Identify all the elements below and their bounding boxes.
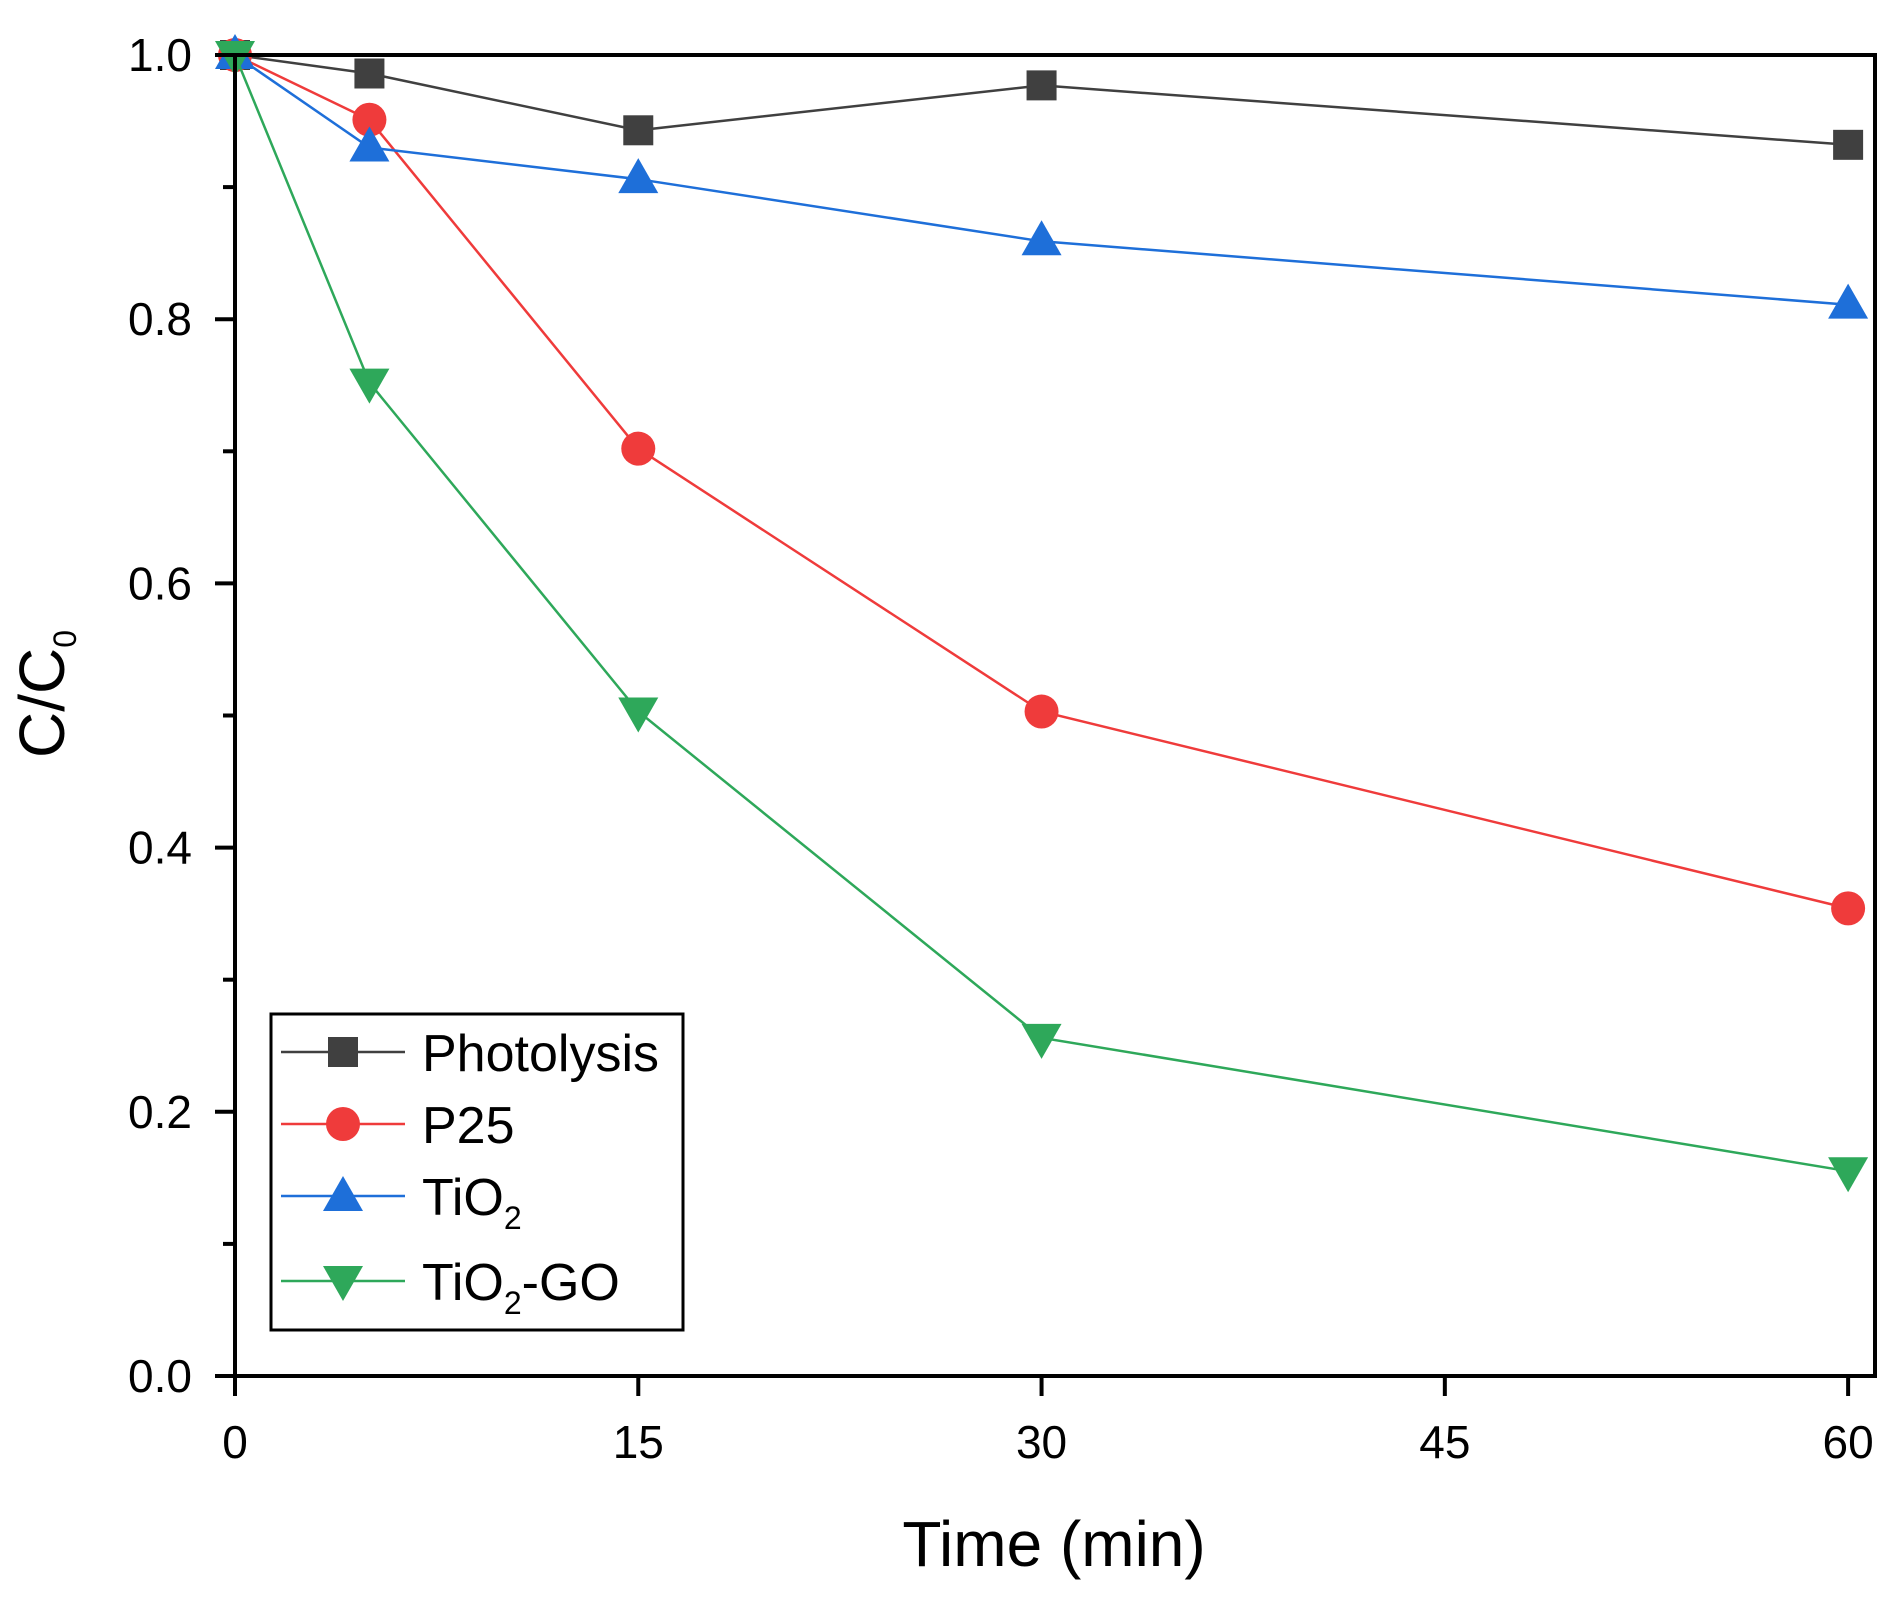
series-line-p25 [234, 53, 1849, 910]
data-point [349, 368, 390, 404]
y-axis-title: C/C0 [6, 630, 83, 758]
data-point [352, 102, 387, 137]
data-point [618, 158, 659, 194]
y-axis-title-subscript: 0 [47, 630, 83, 648]
legend-label-tio2-go-suffix: -GO [522, 1254, 620, 1312]
x-tick-label: 45 [1419, 1416, 1470, 1468]
y-tick-label: 0.2 [128, 1086, 192, 1138]
data-point [618, 697, 659, 733]
legend-label-tio2-go-main: TiO [422, 1254, 504, 1312]
y-tick-label: 1.0 [128, 29, 192, 81]
x-tick-label: 60 [1823, 1416, 1874, 1468]
legend-marker-triangle-down [323, 1266, 363, 1301]
data-point [349, 126, 390, 162]
data-point [1828, 283, 1869, 319]
data-point [1828, 1157, 1869, 1193]
legend-marker-square [328, 1037, 358, 1067]
data-point [1024, 694, 1059, 729]
x-axis-title: Time (min) [902, 1508, 1205, 1580]
data-point [623, 115, 654, 146]
data-point [1021, 1023, 1062, 1059]
data-point [1021, 220, 1062, 256]
legend-label-tio2-go-subscript: 2 [504, 1285, 522, 1321]
legend-item-tio2: TiO2 [281, 1169, 522, 1236]
series-photolysis [220, 40, 1864, 160]
legend-label-p25-main: P25 [422, 1097, 515, 1155]
legend-marker-circle [326, 1107, 360, 1141]
legend-label-photolysis: Photolysis [422, 1025, 659, 1083]
x-tick-label: 15 [613, 1416, 664, 1468]
y-tick-label: 0.8 [128, 293, 192, 345]
legend-label-tio2: TiO2 [422, 1169, 522, 1236]
legend-label-photolysis-main: Photolysis [422, 1025, 659, 1083]
data-point [354, 58, 385, 89]
legend-marker-triangle-up [323, 1176, 363, 1211]
plot-layer [215, 34, 1869, 1193]
data-point [1831, 891, 1866, 926]
y-tick-label: 0.6 [128, 557, 192, 609]
x-tick-label: 0 [222, 1416, 248, 1468]
legend-label-tio2-go: TiO2-GO [422, 1254, 620, 1321]
legend-item-photolysis: Photolysis [281, 1025, 659, 1083]
x-tick-label: 30 [1016, 1416, 1067, 1468]
y-axis-title-main: C/C [6, 648, 78, 758]
legend: Photolysis P25 TiO2 TiO2-GO [269, 1012, 685, 1332]
legend-item-tio2-go: TiO2-GO [281, 1254, 620, 1321]
series-p25 [218, 38, 1866, 926]
legend-item-p25: P25 [281, 1097, 515, 1155]
y-tick-label: 0.0 [128, 1350, 192, 1402]
legend-label-p25: P25 [422, 1097, 515, 1155]
axes-layer: 0 15 30 45 60 0.0 0.2 0.4 0.6 0.8 1.0 [128, 29, 1877, 1468]
data-point [1026, 70, 1057, 101]
legend-label-tio2-subscript: 2 [504, 1200, 522, 1236]
legend-label-tio2-main: TiO [422, 1169, 504, 1227]
data-point [1833, 129, 1864, 160]
data-point [621, 431, 656, 466]
y-tick-label: 0.4 [128, 822, 192, 874]
